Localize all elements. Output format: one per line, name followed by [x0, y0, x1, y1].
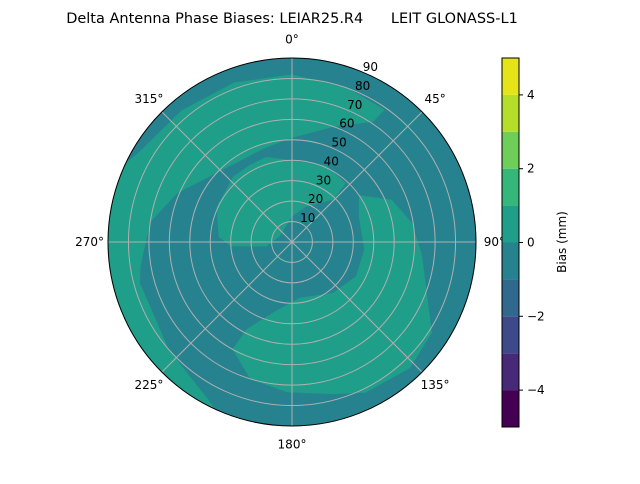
angular-tick-label: 45°	[424, 92, 445, 106]
colorbar-segment	[502, 58, 519, 95]
angular-gridline	[161, 241, 293, 373]
angular-tick-label: 180°	[278, 437, 307, 451]
radial-tick-label: 90	[363, 60, 378, 74]
colorbar-segment	[502, 168, 519, 206]
colorbar-tick-label: 2	[527, 162, 535, 176]
colorbar-tick-label: 0	[527, 236, 535, 250]
angular-gridline	[161, 111, 293, 243]
colorbar-tick-label: −4	[527, 383, 545, 397]
colorbar-segment	[502, 390, 519, 427]
contour-region-1	[216, 157, 346, 247]
colorbar-tick-label: 4	[527, 88, 535, 102]
colorbar-segment	[502, 353, 519, 391]
angular-tick-labels: 0° 45° 90° 135° 180° 225° 270° 315°	[75, 33, 505, 452]
colorbar: −4 −2 0 2 4	[501, 57, 545, 428]
angular-gridline	[291, 241, 423, 373]
contour-region-2	[232, 195, 432, 395]
angular-tick-label: 270°	[75, 235, 104, 249]
radial-tick-label: 40	[324, 154, 339, 168]
colorbar-label: Bias (mm)	[555, 211, 569, 273]
radial-tick-label: 70	[347, 98, 362, 112]
radial-tick-label: 20	[308, 192, 323, 206]
angular-tick-label: 225°	[134, 378, 163, 392]
radial-tick-label: 60	[339, 117, 354, 131]
radial-tick-label: 10	[300, 211, 315, 225]
colorbar-segment	[502, 279, 519, 317]
contour-region-0	[108, 74, 385, 425]
colorbar-segment	[502, 94, 519, 132]
polar-grid	[108, 58, 476, 426]
radial-tick-label: 80	[355, 79, 370, 93]
colorbar-tick-label: −2	[527, 309, 545, 323]
angular-tick-label: 135°	[421, 378, 450, 392]
chart-title: Delta Antenna Phase Biases: LEIAR25.R4 L…	[66, 11, 518, 27]
radial-tick-labels: 10 20 30 40 50 60 70 80 90	[300, 60, 378, 225]
angular-tick-label: 315°	[134, 92, 163, 106]
radial-tick-label: 50	[331, 136, 346, 150]
angular-tick-label: 0°	[285, 33, 299, 47]
colorbar-segment	[502, 316, 519, 354]
radial-tick-label: 30	[316, 173, 331, 187]
colorbar-segment	[502, 205, 519, 243]
colorbar-segment	[502, 242, 519, 280]
colorbar-segment	[502, 131, 519, 169]
angular-gridline	[291, 111, 423, 243]
angular-tick-label: 90°	[484, 235, 505, 249]
polar-frame	[107, 57, 477, 427]
